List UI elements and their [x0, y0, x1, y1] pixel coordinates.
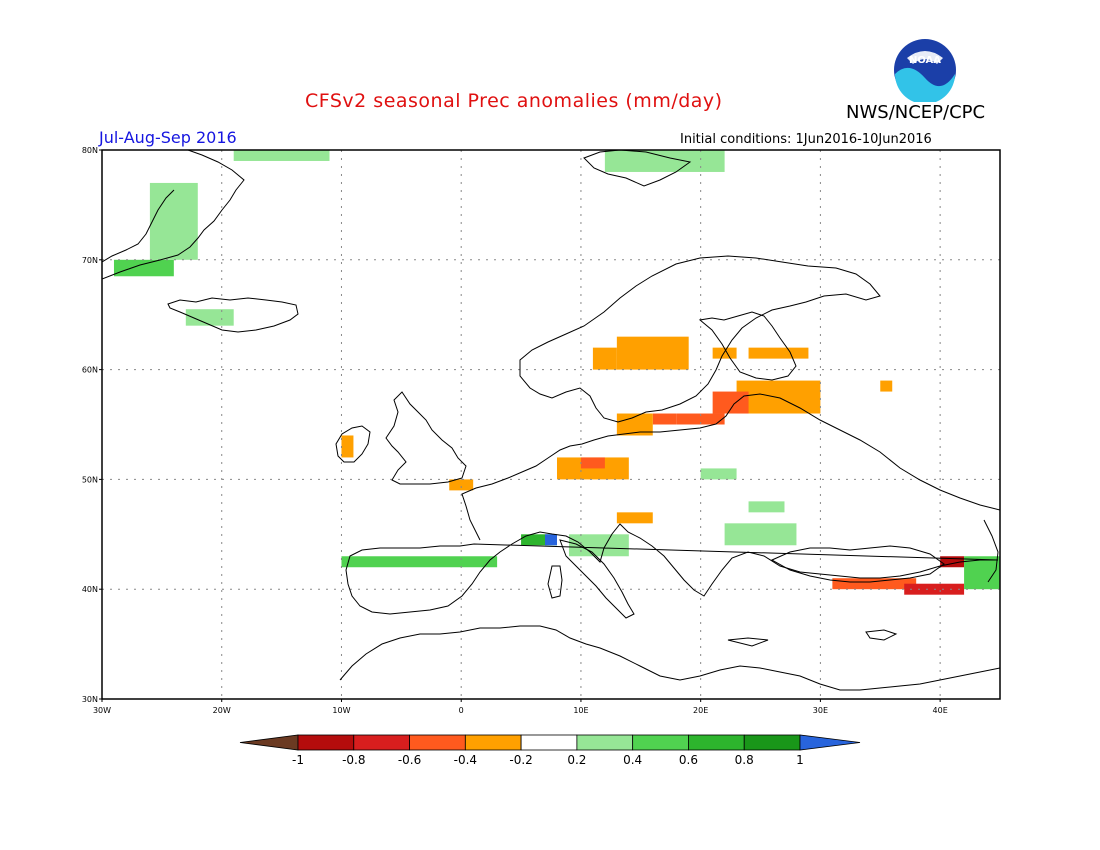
latitude-tick-label: 40N	[82, 585, 98, 594]
colorbar-swatch	[409, 734, 466, 751]
coastline-corsica-sardinia	[547, 565, 563, 599]
colorbar-swatch	[353, 734, 410, 751]
coastline-caspian	[983, 519, 999, 583]
anomaly-cell	[616, 336, 689, 370]
coastline-cyprus	[865, 629, 898, 641]
anomaly-cell	[616, 512, 653, 524]
anomaly-cell	[652, 413, 677, 425]
anomaly-cell	[521, 534, 557, 546]
noaa-logo: NOAA	[893, 38, 957, 104]
anomaly-cell	[449, 479, 474, 491]
latitude-tick-label: 80N	[82, 146, 98, 155]
longitude-tick-label: 10E	[573, 706, 588, 715]
coastline-ireland	[335, 425, 371, 463]
coastline-finland	[698, 311, 797, 381]
anomaly-cell	[185, 309, 234, 326]
colorbar-label: -1	[292, 753, 304, 767]
svg-text:NOAA: NOAA	[909, 55, 941, 66]
colorbar-label: -0.8	[342, 753, 365, 767]
anomaly-cells	[113, 150, 1000, 595]
colorbar-label: -0.6	[398, 753, 421, 767]
anomaly-cell	[149, 182, 198, 260]
longitude-tick-label: 20E	[693, 706, 708, 715]
longitude-tick-label: 20W	[213, 706, 231, 715]
colorbar: -1 -0.8 -0.6 -0.4 -0.2 0.2 0.4 0.6 0.8 1	[239, 734, 861, 767]
latitude-tick-label: 30N	[82, 695, 98, 704]
anomaly-cell	[724, 523, 797, 546]
anomaly-cell	[545, 534, 557, 546]
colorbar-swatch	[688, 734, 745, 751]
anomaly-cell	[580, 457, 605, 469]
plot-frame	[101, 149, 1001, 700]
colorbar-low-arrow	[239, 734, 299, 751]
anomaly-cell	[616, 413, 653, 436]
season-label: Jul-Aug-Sep 2016	[99, 128, 237, 147]
colorbar-high-arrow	[799, 734, 861, 751]
colorbar-label: -0.2	[509, 753, 532, 767]
coastline-iceland	[167, 297, 299, 333]
anomaly-cell	[676, 413, 725, 425]
latitude-tick-label: 70N	[82, 256, 98, 265]
longitude-labels: 30W 20W 10W 0 10E 20E 30E 40E	[93, 699, 948, 715]
coastline-north-africa	[339, 625, 1000, 691]
latitude-tick-label: 50N	[82, 475, 98, 484]
anomaly-cell	[568, 534, 629, 557]
colorbar-label: -0.4	[454, 753, 477, 767]
colorbar-label: 0.8	[735, 753, 754, 767]
anomaly-cell	[341, 435, 354, 458]
anomaly-cell	[712, 347, 737, 359]
anomaly-cell	[748, 347, 809, 359]
anomaly-cell	[592, 347, 617, 370]
latitude-labels: 30N 40N 50N 60N 70N 80N	[82, 146, 102, 704]
coastline-scandinavia	[519, 255, 881, 423]
initial-conditions-label: Initial conditions: 1Jun2016-10Jun2016	[680, 132, 932, 147]
anomaly-cell	[700, 468, 737, 480]
map-grid	[102, 150, 1000, 699]
anomaly-cell	[736, 380, 821, 414]
colorbar-swatch	[297, 734, 355, 751]
longitude-tick-label: 30W	[93, 706, 111, 715]
coastlines	[102, 150, 1000, 691]
coastline-svalbard	[583, 150, 692, 187]
anomaly-cell	[940, 556, 965, 568]
anomaly-cell	[880, 380, 893, 392]
coastline-italy	[559, 539, 635, 619]
colorbar-swatch	[632, 734, 689, 751]
colorbar-swatch	[576, 734, 634, 751]
chart-title: CFSv2 seasonal Prec anomalies (mm/day)	[305, 90, 723, 112]
anomaly-cell	[712, 391, 749, 414]
colorbar-swatch	[464, 734, 522, 751]
anomaly-cell	[832, 578, 917, 590]
longitude-tick-label: 0	[459, 706, 464, 715]
coastline-black-sea	[770, 545, 945, 583]
colorbar-swatch	[743, 734, 801, 751]
anomaly-cell	[341, 556, 498, 568]
org-label: NWS/NCEP/CPC	[846, 102, 986, 123]
anomaly-cell	[233, 150, 330, 161]
anomaly-cell	[604, 150, 725, 172]
longitude-tick-label: 40E	[933, 706, 948, 715]
colorbar-label: 1	[796, 753, 804, 767]
colorbar-label: 0.6	[679, 753, 698, 767]
colorbar-label: 0.4	[623, 753, 642, 767]
longitude-tick-label: 30E	[813, 706, 828, 715]
coastline-greenland	[102, 150, 245, 280]
colorbar-swatch	[520, 734, 578, 751]
coastline-great-britain	[385, 391, 467, 485]
colorbar-label: 0.2	[567, 753, 586, 767]
coastline-continent	[345, 393, 1000, 615]
longitude-tick-label: 10W	[332, 706, 350, 715]
anomaly-cell	[748, 501, 785, 513]
latitude-tick-label: 60N	[82, 366, 98, 375]
coastline-crete	[727, 637, 769, 647]
anomaly-cell	[113, 259, 174, 277]
